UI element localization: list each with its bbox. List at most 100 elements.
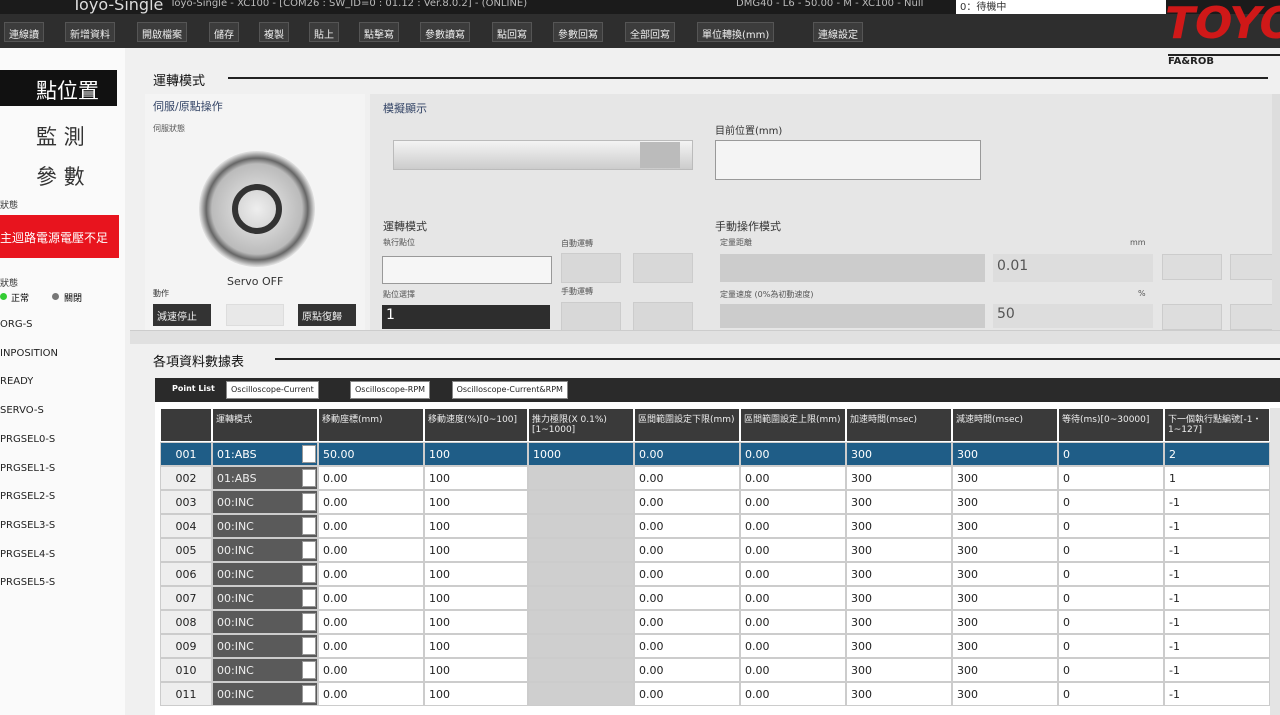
unit: % [1138, 289, 1146, 298]
dropdown-arrow[interactable] [302, 565, 316, 583]
toolbar-button[interactable]: 連線讀 [4, 22, 44, 42]
row-number: 003 [160, 490, 212, 514]
table-cell: 2 [1164, 442, 1270, 466]
table-cell: 300 [952, 466, 1058, 490]
table-cell: 0.00 [740, 466, 846, 490]
toolbar-button[interactable]: 點擊寫 [359, 22, 399, 42]
dropdown-arrow[interactable] [302, 685, 316, 703]
toolbar-button[interactable]: 點回寫 [492, 22, 532, 42]
table-cell: 100 [424, 562, 528, 586]
toolbar-button[interactable]: 新增資料 [65, 22, 115, 42]
button[interactable] [1230, 304, 1280, 330]
sidebar [0, 48, 125, 715]
table-cell[interactable]: 00:INC [212, 514, 318, 538]
button[interactable] [1230, 254, 1280, 280]
table-cell[interactable]: 00:INC [212, 634, 318, 658]
label: 手動運轉 [561, 287, 593, 296]
distance-field: 0.01 [993, 254, 1153, 282]
dropdown-arrow[interactable] [302, 613, 316, 631]
toolbar-button[interactable]: 參數讀寫 [420, 22, 470, 42]
table-cell: 0 [1058, 490, 1164, 514]
toolbar-button[interactable]: 儲存 [209, 22, 239, 42]
table-cell: 0.00 [318, 634, 424, 658]
rule [275, 358, 1280, 360]
toolbar-button[interactable]: 參數回寫 [553, 22, 603, 42]
point-select[interactable]: 1 [382, 305, 550, 329]
tab[interactable]: Point List [172, 384, 215, 393]
tab-bar [155, 378, 1280, 402]
table-cell[interactable]: 00:INC [212, 586, 318, 610]
table-cell: -1 [1164, 538, 1270, 562]
row-number: 008 [160, 610, 212, 634]
section-heading: 運轉模式 [153, 74, 206, 89]
table-cell[interactable]: 01:ABS [212, 442, 318, 466]
table-cell: 0.00 [634, 658, 740, 682]
table-cell: 100 [424, 514, 528, 538]
table-cell: 0.00 [634, 466, 740, 490]
label: 定量速度 (0%為初動速度) [720, 290, 814, 299]
button[interactable] [561, 302, 621, 332]
table-cell[interactable]: 00:INC [212, 658, 318, 682]
label: 手動操作模式 [715, 220, 781, 233]
tab[interactable]: Oscilloscope-RPM [350, 381, 431, 399]
table-cell[interactable]: 00:INC [212, 682, 318, 706]
button[interactable] [226, 304, 284, 326]
dropdown-arrow[interactable] [302, 661, 316, 679]
dropdown-arrow[interactable] [302, 445, 316, 463]
button[interactable]: 減速停止 [153, 304, 211, 326]
signal-label: INPOSITION [0, 347, 59, 359]
label: 動作 [153, 289, 169, 298]
table-cell: 0.00 [318, 682, 424, 706]
toolbar-button[interactable]: 連線設定 [813, 22, 863, 42]
table-cell: 0.00 [318, 658, 424, 682]
label: 狀態 [0, 279, 19, 289]
header-cell [160, 408, 212, 442]
toolbar-button[interactable]: 全部回寫 [625, 22, 675, 42]
toolbar-button[interactable]: 貼上 [309, 22, 339, 42]
device-info: DMG40 - L6 - 50.00 - M - XC100 - Null [736, 0, 924, 9]
table-cell: 0.00 [740, 562, 846, 586]
dropdown-arrow[interactable] [302, 637, 316, 655]
dropdown-arrow[interactable] [302, 541, 316, 559]
toolbar-button[interactable]: 開啟檔案 [137, 22, 187, 42]
table-cell[interactable]: 00:INC [212, 490, 318, 514]
slider-carriage [640, 142, 680, 168]
nav-button[interactable]: 參 數 [36, 165, 85, 189]
table-cell[interactable]: 00:INC [212, 562, 318, 586]
table-cell: 0 [1058, 658, 1164, 682]
status-field: 0：待機中 [956, 0, 1166, 14]
button[interactable] [561, 253, 621, 283]
button[interactable]: 原點復歸 [298, 304, 356, 326]
table-cell[interactable]: 00:INC [212, 538, 318, 562]
signal-label: PRGSEL0-S [0, 433, 56, 445]
table-cell [528, 634, 634, 658]
label: 模擬顯示 [383, 102, 427, 115]
button[interactable] [1162, 304, 1222, 330]
dropdown-arrow[interactable] [302, 469, 316, 487]
nav-button[interactable]: 監 測 [36, 125, 85, 149]
button[interactable] [633, 253, 693, 283]
table-cell: 100 [424, 442, 528, 466]
nav-button[interactable]: 點位置 [0, 70, 117, 106]
toolbar-button[interactable]: 複製 [259, 22, 289, 42]
table-cell: 0.00 [634, 586, 740, 610]
tab[interactable]: Oscilloscope-Current [226, 381, 319, 399]
dropdown-arrow[interactable] [302, 517, 316, 535]
header-cell: 區間範圍設定下限(mm) [634, 408, 740, 442]
table-cell: 0.00 [740, 442, 846, 466]
table-cell: 0.00 [318, 514, 424, 538]
speed-field: 50 [993, 304, 1153, 328]
button[interactable] [1162, 254, 1222, 280]
button[interactable] [633, 302, 693, 332]
tab[interactable]: Oscilloscope-Current&RPM [451, 381, 568, 399]
dropdown-arrow[interactable] [302, 589, 316, 607]
table-cell: 0.00 [318, 562, 424, 586]
dropdown-arrow[interactable] [302, 493, 316, 511]
table-cell[interactable]: 00:INC [212, 610, 318, 634]
table-cell: 100 [424, 586, 528, 610]
table-cell: 300 [846, 658, 952, 682]
toolbar-button[interactable]: 單位轉換(mm) [697, 22, 775, 42]
table-cell[interactable]: 01:ABS [212, 466, 318, 490]
header-cell: 加速時間(msec) [846, 408, 952, 442]
scrollbar [130, 330, 1280, 344]
